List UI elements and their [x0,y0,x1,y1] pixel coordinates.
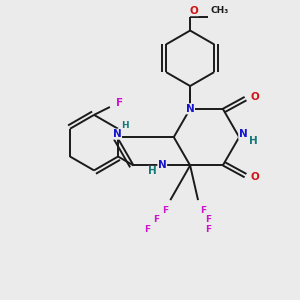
Text: O: O [250,92,259,102]
Text: F: F [116,98,123,108]
Text: CH₃: CH₃ [211,6,229,15]
Text: N: N [186,104,194,114]
Text: H: H [249,136,257,146]
Text: N: N [158,160,167,170]
Text: F: F [205,215,211,224]
Text: F: F [205,225,211,234]
Text: N: N [239,129,248,139]
Text: H: H [148,167,157,176]
Text: F: F [145,225,151,234]
Text: F: F [200,206,206,214]
Text: O: O [190,6,199,16]
Text: H: H [121,121,129,130]
Text: N: N [113,129,122,139]
Text: O: O [250,172,259,182]
Text: F: F [162,206,168,214]
Text: F: F [153,215,160,224]
